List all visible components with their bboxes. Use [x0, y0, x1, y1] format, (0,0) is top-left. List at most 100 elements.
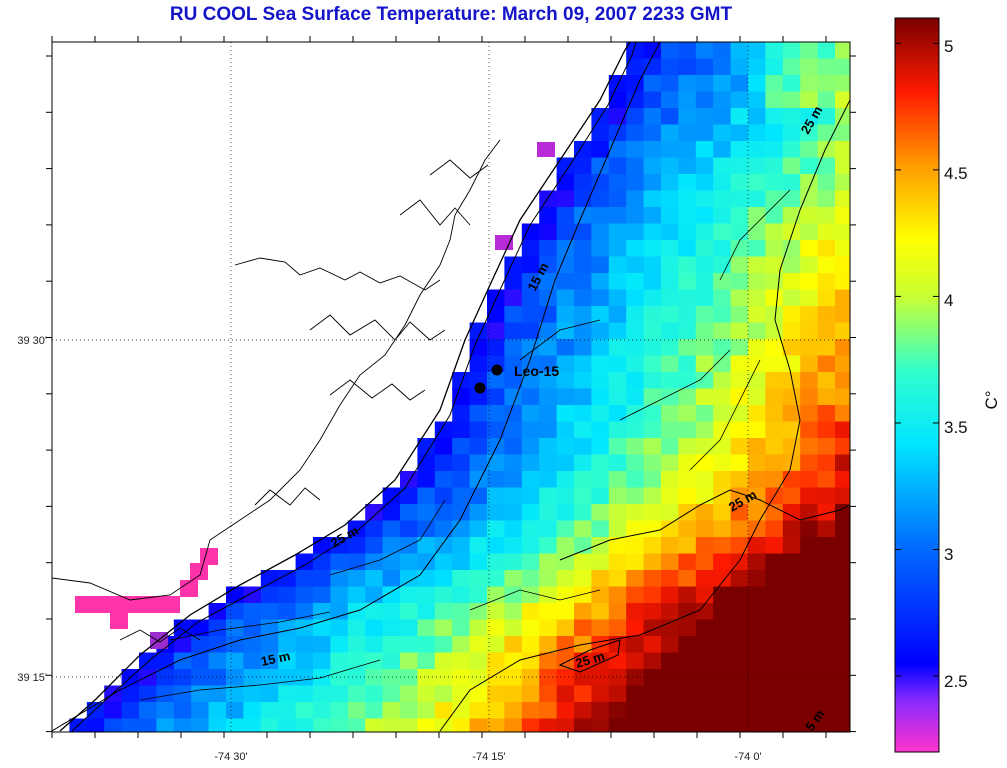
- sst-cell: [556, 190, 575, 208]
- sst-cell: [591, 372, 610, 390]
- sst-cell: [748, 174, 766, 192]
- sst-cell: [608, 570, 627, 588]
- sst-cell: [695, 520, 714, 538]
- sst-cell: [748, 421, 766, 439]
- sst-cell: [800, 372, 819, 390]
- sst-cell: [226, 636, 244, 654]
- sst-cell: [713, 339, 732, 357]
- sst-cell: [504, 537, 523, 555]
- sst-cell: [537, 142, 555, 157]
- sst-cell: [748, 702, 766, 720]
- sst-cell: [226, 718, 244, 732]
- sst-cell: [800, 124, 819, 142]
- sst-cell: [487, 636, 505, 654]
- sst-cell: [695, 405, 714, 423]
- sst-cell: [782, 75, 801, 93]
- sst-cell: [678, 537, 697, 555]
- sst-cell: [574, 619, 592, 637]
- sst-cell: [400, 685, 418, 703]
- sst-cell: [643, 685, 662, 703]
- sst-cell: [608, 421, 627, 439]
- sst-cell: [556, 669, 575, 687]
- sst-cell: [626, 537, 645, 555]
- sst-cell: [695, 190, 714, 208]
- sst-cell: [365, 718, 384, 732]
- sst-cell: [626, 339, 645, 357]
- sst-cell: [591, 537, 610, 555]
- sst-cell: [661, 289, 679, 307]
- sst-cell: [365, 537, 384, 555]
- sst-cell: [643, 108, 662, 126]
- sst-cell: [208, 669, 227, 687]
- sst-cell: [469, 454, 488, 472]
- sst-cell: [835, 372, 850, 390]
- sst-cell: [661, 603, 679, 621]
- sst-cell: [434, 603, 453, 621]
- sst-cell: [608, 718, 627, 732]
- sst-cell: [591, 421, 610, 439]
- sst-cell: [260, 718, 279, 732]
- sst-cell: [574, 223, 592, 241]
- sst-cell: [782, 190, 801, 208]
- sst-cell: [713, 520, 732, 538]
- sst-cell: [521, 718, 540, 732]
- x-tick-label: -74 15': [472, 751, 505, 763]
- sst-cell: [713, 570, 732, 588]
- sst-cell: [626, 273, 645, 291]
- colorbar-label: C°: [982, 390, 1001, 409]
- sst-cell: [800, 339, 819, 357]
- sst-cell: [748, 289, 766, 307]
- sst-cell: [452, 537, 471, 555]
- sst-cell: [104, 718, 123, 732]
- sst-cell: [521, 504, 540, 522]
- sst-cell: [661, 487, 679, 505]
- sst-cell: [591, 322, 610, 340]
- sst-cell: [591, 306, 610, 324]
- sst-cell: [748, 504, 766, 522]
- sst-cell: [382, 702, 401, 720]
- sst-cell: [643, 570, 662, 588]
- sst-cell: [643, 289, 662, 307]
- sst-cell: [765, 108, 784, 126]
- sst-cell: [539, 603, 558, 621]
- sst-cell: [782, 570, 801, 588]
- sst-cell: [695, 108, 714, 126]
- colorbar: [894, 17, 940, 753]
- sst-cell: [782, 306, 801, 324]
- sst-cell: [626, 190, 645, 208]
- sst-cell: [469, 702, 488, 720]
- sst-cell: [365, 603, 384, 621]
- sst-cell: [678, 685, 697, 703]
- sst-cell: [313, 619, 331, 637]
- sst-cell: [504, 570, 523, 588]
- sst-cell: [713, 718, 732, 732]
- sst-cell: [643, 223, 662, 241]
- map-frame: [51, 41, 851, 733]
- sst-cell: [556, 570, 575, 588]
- sst-cell: [835, 388, 850, 406]
- sst-cell: [643, 322, 662, 340]
- sst-cell: [661, 702, 679, 720]
- sst-cell: [487, 504, 505, 522]
- sst-cell: [574, 207, 592, 225]
- sst-cell: [695, 454, 714, 472]
- sst-cell: [800, 405, 819, 423]
- sst-cell: [678, 207, 697, 225]
- sst-cell: [139, 718, 157, 732]
- sst-cell: [556, 355, 575, 373]
- sst-cell: [817, 355, 836, 373]
- sst-cell: [260, 669, 279, 687]
- sst-cell: [400, 652, 418, 670]
- sst-cell: [695, 438, 714, 456]
- sst-cell: [608, 289, 627, 307]
- sst-cell: [330, 702, 349, 720]
- sst-cell: [748, 207, 766, 225]
- sst-cell: [765, 240, 784, 258]
- sst-cell: [678, 421, 697, 439]
- sst-cell: [730, 355, 749, 373]
- sst-cell: [748, 157, 766, 175]
- sst-cell: [417, 471, 436, 489]
- sst-cell: [556, 702, 575, 720]
- sst-cell: [400, 487, 418, 505]
- sst-cell: [521, 322, 540, 340]
